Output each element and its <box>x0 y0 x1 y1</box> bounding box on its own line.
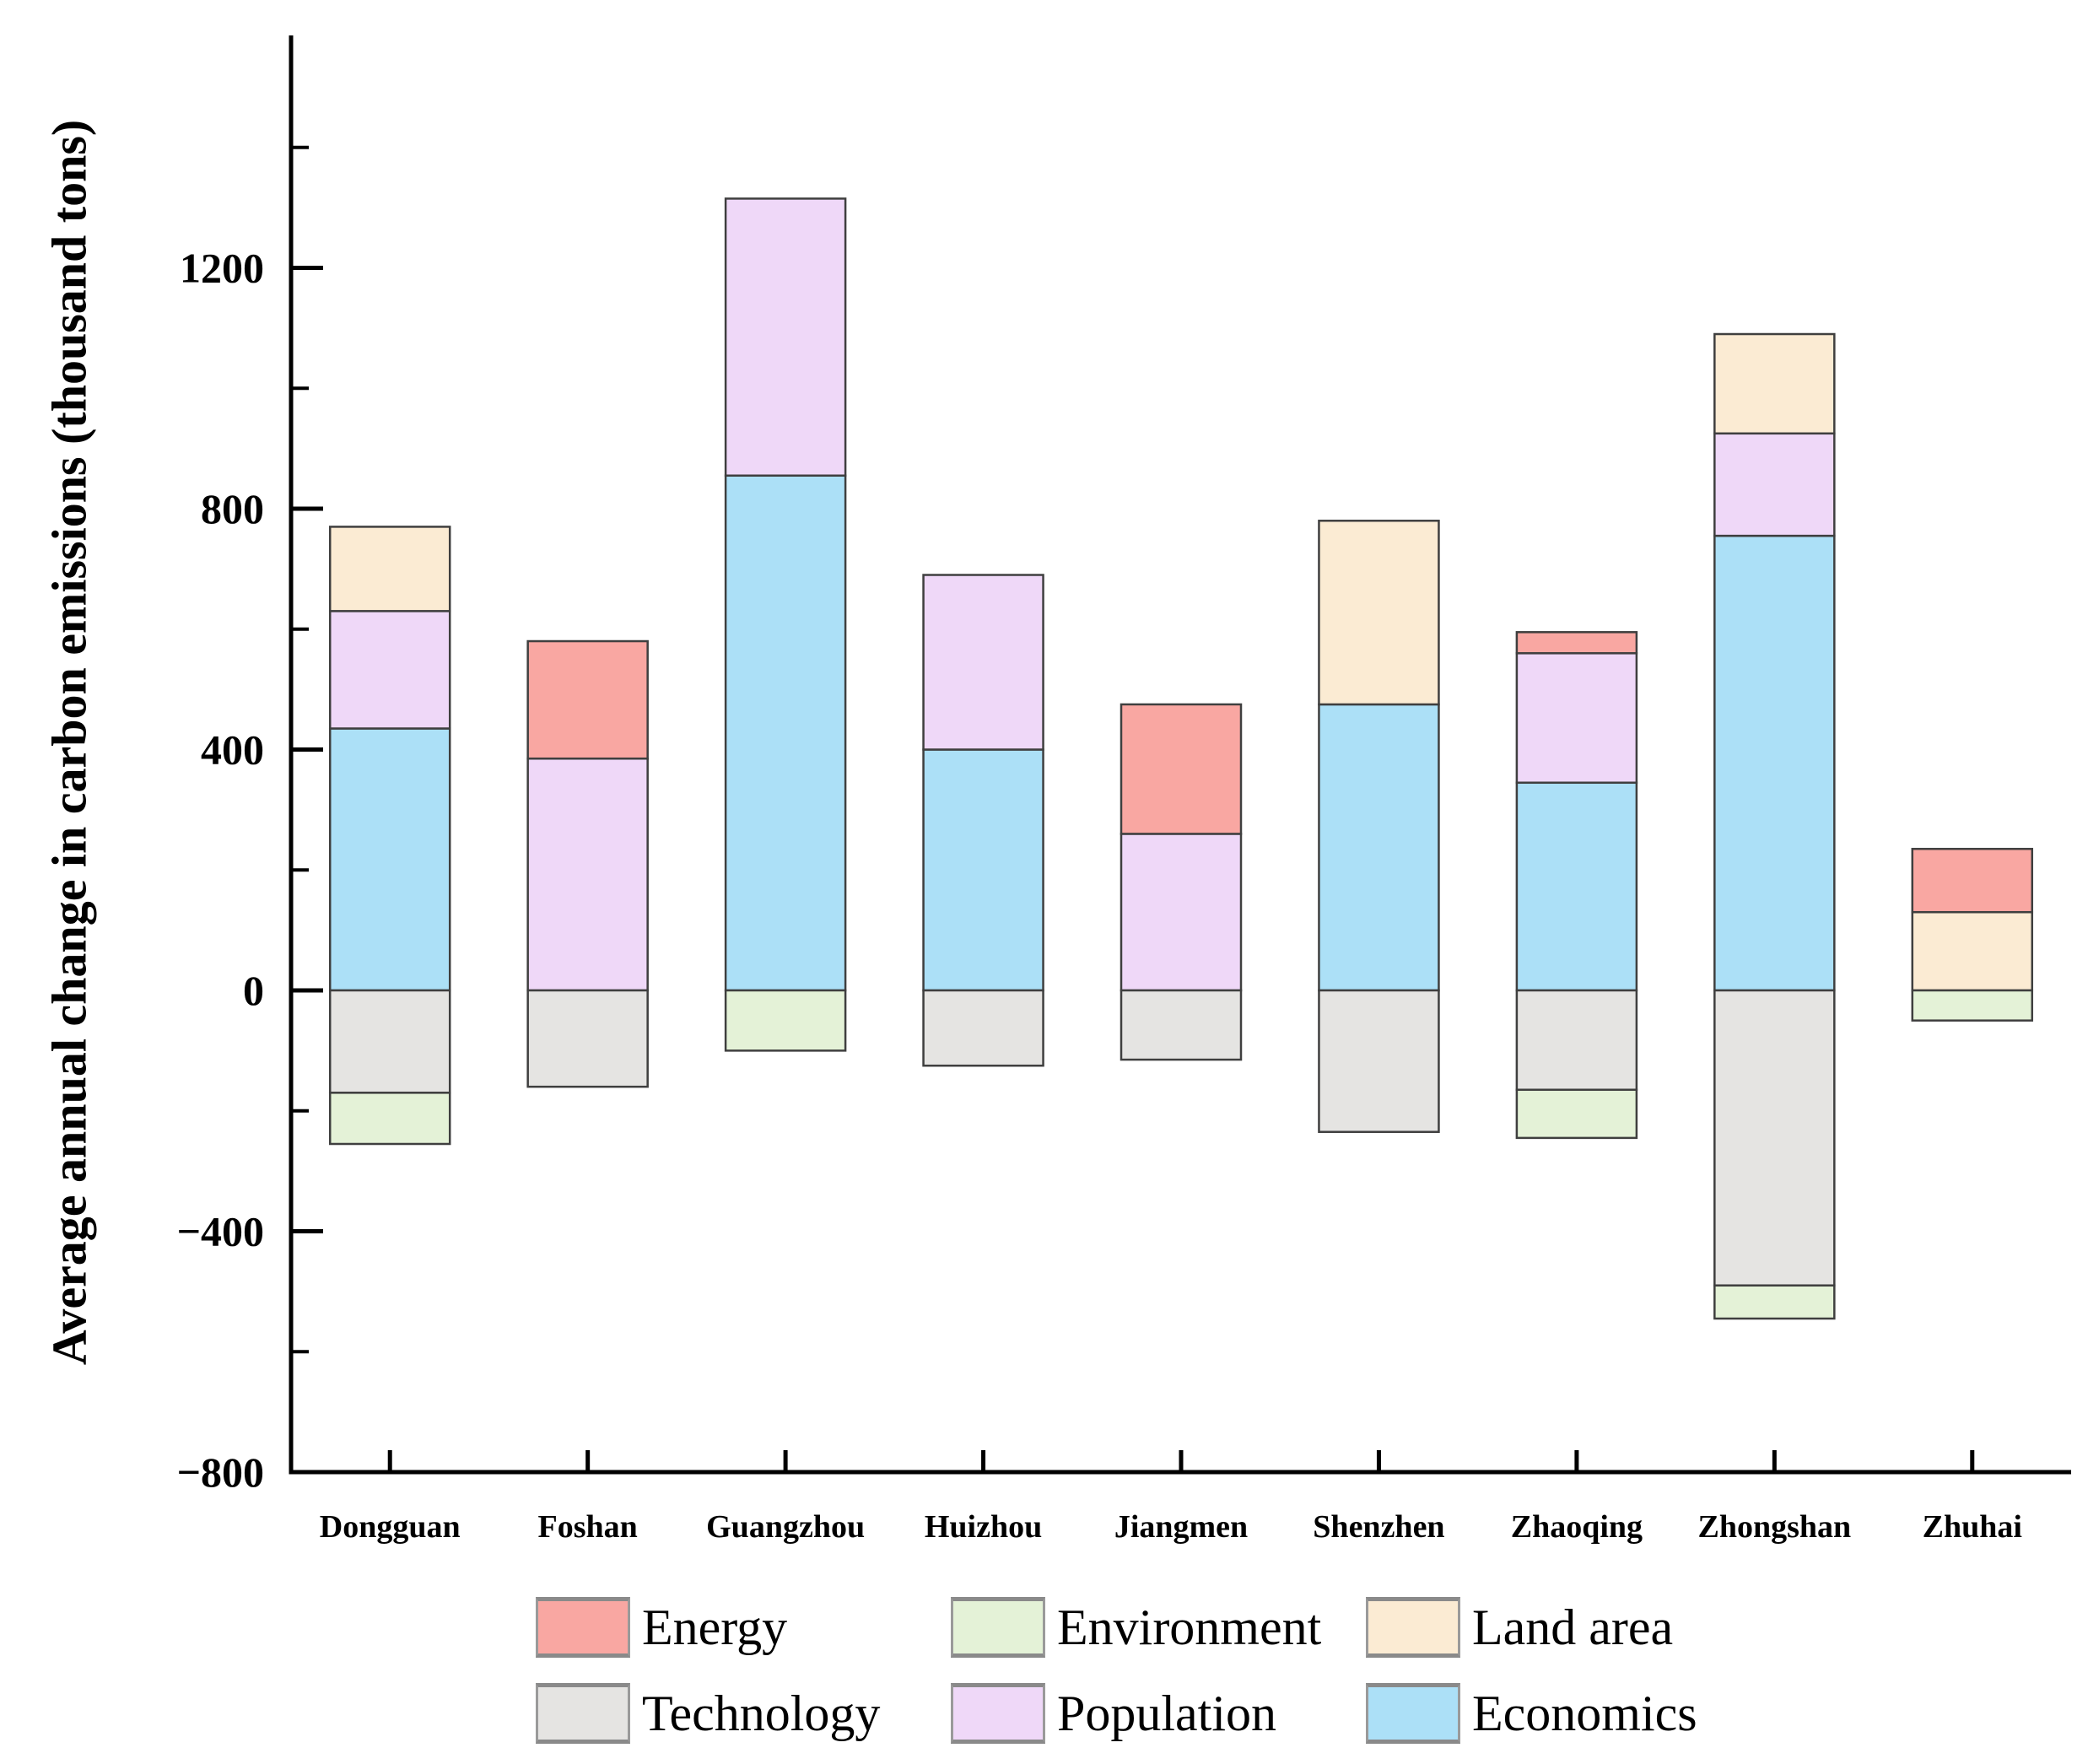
legend-swatch-population <box>951 1683 1045 1744</box>
bar-segment-guangzhou-environment <box>724 989 847 1052</box>
bar-segment-shenzhen-technology <box>1318 989 1440 1133</box>
bar-segment-zhaoqing-technology <box>1515 989 1638 1092</box>
bar-segment-zhaoqing-economics <box>1515 781 1638 992</box>
bar-segment-huizhou-technology <box>922 989 1044 1067</box>
y-tick-label-1200: 1200 <box>180 245 264 292</box>
bar-segment-zhongshan-population <box>1713 432 1836 537</box>
bar-segment-guangzhou-population <box>724 197 847 477</box>
y-tick-label-0: 0 <box>243 967 264 1014</box>
legend-swatch-land-area <box>1366 1597 1460 1658</box>
x-tick-label-zhongshan: Zhongshan <box>1697 1509 1851 1545</box>
bar-segment-zhaoqing-environment <box>1515 1088 1638 1140</box>
legend-label-population: Population <box>1057 1685 1277 1741</box>
x-tick-label-huizhou: Huizhou <box>925 1509 1042 1545</box>
y-tick-label-800: 800 <box>201 485 264 532</box>
bar-segment-dongguan-land-area <box>328 526 451 612</box>
bar-segment-zhongshan-economics <box>1713 534 1836 992</box>
legend-swatch-environment <box>951 1597 1045 1658</box>
legend-label-environment: Environment <box>1057 1599 1322 1655</box>
x-tick-label-zhaoqing: Zhaoqing <box>1511 1509 1643 1545</box>
bar-segment-zhongshan-land-area <box>1713 332 1836 435</box>
bar-segment-jiangmen-energy <box>1120 703 1243 835</box>
legend: Energy Environment Land area Technology Popu… <box>536 1584 1781 1756</box>
y-tick-label--800: −800 <box>177 1448 265 1496</box>
legend-item-technology: Technology <box>536 1683 951 1744</box>
x-tick-label-dongguan: Dongguan <box>320 1509 461 1545</box>
bar-segment-guangzhou-economics <box>724 474 847 992</box>
bar-segment-zhuhai-environment <box>1911 989 2034 1022</box>
x-tick-label-guangzhou: Guangzhou <box>706 1509 865 1545</box>
legend-swatch-economics <box>1366 1683 1460 1744</box>
bar-segment-jiangmen-technology <box>1120 989 1243 1061</box>
legend-label-energy: Energy <box>642 1599 788 1655</box>
bar-segment-zhongshan-environment <box>1713 1284 1836 1320</box>
x-tick-label-foshan: Foshan <box>538 1509 638 1545</box>
bar-segment-zhuhai-energy <box>1911 848 2034 914</box>
legend-label-technology: Technology <box>642 1685 881 1741</box>
bar-segment-zhongshan-technology <box>1713 989 1836 1287</box>
legend-swatch-technology <box>536 1683 630 1744</box>
x-tick-label-jiangmen: Jiangmen <box>1114 1509 1248 1545</box>
bar-segment-foshan-population <box>526 757 649 992</box>
bar-segment-foshan-energy <box>526 639 649 760</box>
legend-item-population: Population <box>951 1683 1366 1744</box>
bar-segment-shenzhen-economics <box>1318 703 1440 992</box>
legend-item-economics: Economics <box>1366 1683 1781 1744</box>
legend-item-land-area: Land area <box>1366 1597 1781 1658</box>
x-tick-label-zhuhai: Zhuhai <box>1923 1509 2022 1545</box>
bar-segment-dongguan-population <box>328 610 451 730</box>
bar-segment-huizhou-population <box>922 574 1044 751</box>
x-tick-label-shenzhen: Shenzhen <box>1313 1509 1444 1545</box>
bar-segment-jiangmen-population <box>1120 833 1243 992</box>
legend-item-energy: Energy <box>536 1597 951 1658</box>
legend-item-environment: Environment <box>951 1597 1366 1658</box>
bar-segment-zhaoqing-energy <box>1515 631 1638 655</box>
bar-segment-zhaoqing-population <box>1515 652 1638 785</box>
y-tick-label--400: −400 <box>177 1208 265 1255</box>
legend-label-land-area: Land area <box>1472 1599 1674 1655</box>
bar-segment-dongguan-economics <box>328 727 451 992</box>
bar-segment-huizhou-economics <box>922 748 1044 992</box>
bar-segment-zhuhai-land-area <box>1911 910 2034 992</box>
legend-label-economics: Economics <box>1472 1685 1697 1741</box>
bar-segment-shenzhen-land-area <box>1318 520 1440 706</box>
legend-swatch-energy <box>536 1597 630 1658</box>
bar-segment-dongguan-environment <box>328 1092 451 1146</box>
y-tick-label-400: 400 <box>201 726 264 774</box>
bar-segment-dongguan-technology <box>328 989 451 1094</box>
bar-segment-foshan-technology <box>526 989 649 1088</box>
